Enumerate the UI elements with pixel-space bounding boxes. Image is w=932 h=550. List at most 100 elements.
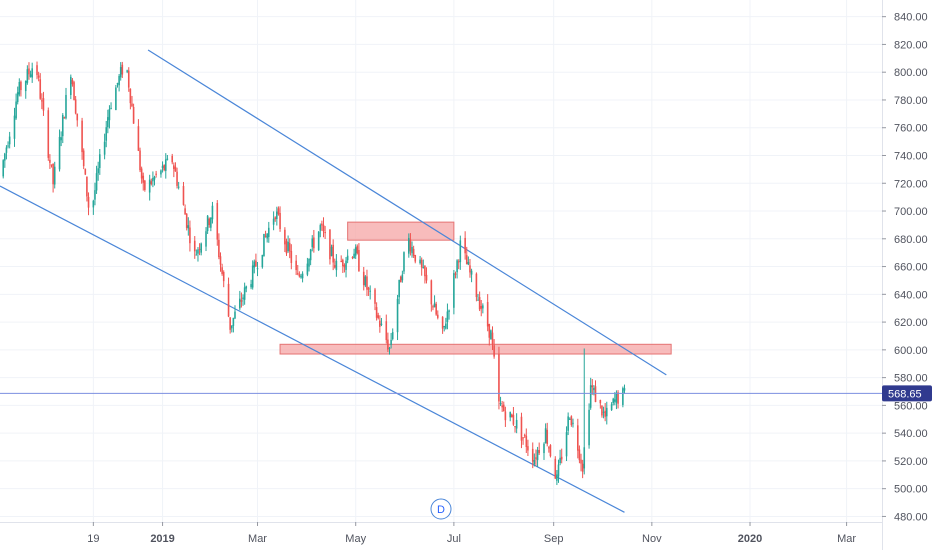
price-tick-label: 480.00 xyxy=(894,511,928,523)
candle-body xyxy=(5,147,8,153)
candle-body xyxy=(58,136,61,170)
candle-body xyxy=(2,160,5,177)
timeframe-badge[interactable]: D xyxy=(430,498,452,520)
candle-body xyxy=(401,274,404,281)
candle-body xyxy=(572,422,574,424)
candle-body xyxy=(255,260,257,267)
candle-body xyxy=(322,224,325,232)
candle-body xyxy=(364,276,367,286)
candle-body xyxy=(441,316,444,329)
candle-body xyxy=(73,82,75,101)
candle-body xyxy=(594,386,597,403)
candle-body xyxy=(567,416,569,431)
candle-body xyxy=(150,181,153,185)
candle-body xyxy=(200,243,202,253)
candle-body xyxy=(63,117,66,119)
price-axis[interactable]: 840.00 820.00 800.00 780.00 760.00 740.00 720.… xyxy=(882,0,932,550)
candle-body xyxy=(591,385,594,388)
candle-body xyxy=(195,254,198,256)
time-tick-label: 2020 xyxy=(738,533,762,545)
candle-body xyxy=(205,231,207,247)
candle-body xyxy=(70,76,72,95)
candle-body xyxy=(605,407,608,417)
candle-body xyxy=(425,274,428,281)
candle-body xyxy=(430,280,433,305)
candle-body xyxy=(52,163,54,185)
candle-body xyxy=(206,215,209,232)
time-axis[interactable]: 19 2019 Mar May Jul Sep Nov 2020 Mar xyxy=(0,522,882,550)
candle-body xyxy=(477,299,479,301)
candle-body xyxy=(211,205,214,220)
candle-body xyxy=(222,271,225,282)
candle-body xyxy=(622,388,624,405)
candle-body xyxy=(486,302,489,327)
candle-body xyxy=(570,416,573,426)
price-tick-label: 740.00 xyxy=(894,150,928,162)
candle-body xyxy=(155,173,157,175)
candle-body xyxy=(343,264,346,268)
price-tick-label: 700.00 xyxy=(894,206,928,218)
candle-body xyxy=(132,106,135,124)
candle-body xyxy=(399,276,402,283)
candle-body xyxy=(131,103,133,107)
last-price-tag-bg xyxy=(882,385,932,402)
candle-body xyxy=(409,239,412,252)
candle-body xyxy=(379,320,381,327)
candle-body xyxy=(504,411,507,421)
price-tick-label: 720.00 xyxy=(894,178,928,190)
candle-body xyxy=(502,404,505,411)
candle-body xyxy=(536,449,539,461)
candlesticks xyxy=(2,61,626,486)
price-tick-label: 560.00 xyxy=(894,400,928,412)
candle-body xyxy=(420,259,423,268)
candle-body xyxy=(335,260,338,271)
candle-body xyxy=(459,240,462,263)
price-tick-label: 780.00 xyxy=(894,95,928,107)
price-tick-label: 540.00 xyxy=(894,428,928,440)
candle-body xyxy=(501,405,503,408)
candle-body xyxy=(515,419,518,429)
candle-body xyxy=(443,326,446,328)
candle-body xyxy=(445,323,447,329)
candle-body xyxy=(129,88,132,104)
candle-body xyxy=(250,284,252,288)
candle-body xyxy=(354,247,357,256)
candle-body xyxy=(301,273,304,279)
candle-body xyxy=(171,155,174,163)
candle-body xyxy=(412,248,415,256)
candle-body xyxy=(329,229,331,260)
time-tick-label: Mar xyxy=(248,533,267,545)
candle-body xyxy=(396,298,399,333)
candle-body xyxy=(148,179,151,193)
candle-body xyxy=(61,115,64,137)
time-tick-label: Mar xyxy=(837,533,856,545)
candle-body xyxy=(512,414,515,425)
candle-body xyxy=(251,265,254,288)
time-tick-label: Jul xyxy=(447,533,461,545)
candle-body xyxy=(557,464,560,477)
candle-body xyxy=(279,212,281,229)
candle-body xyxy=(185,213,188,228)
candle-body xyxy=(239,298,241,309)
candle-body xyxy=(317,231,320,250)
candle-body xyxy=(121,64,124,75)
candle-body xyxy=(538,449,540,453)
candle-body xyxy=(610,404,613,411)
candle-body xyxy=(47,110,50,158)
candle-body xyxy=(509,412,512,418)
candle-body xyxy=(65,94,67,119)
candle-body xyxy=(511,414,513,418)
candle-body xyxy=(298,274,301,277)
time-tick-label: May xyxy=(345,533,366,545)
candle-body xyxy=(548,447,550,449)
candle-body xyxy=(15,101,17,119)
candle-body xyxy=(161,165,164,169)
candle-body xyxy=(559,457,561,464)
time-axis-bg xyxy=(0,522,882,550)
candle-body xyxy=(29,74,32,77)
candle-body xyxy=(152,178,154,182)
candle-body xyxy=(87,196,90,208)
candle-body xyxy=(277,208,280,215)
price-tick-label: 580.00 xyxy=(894,373,928,385)
